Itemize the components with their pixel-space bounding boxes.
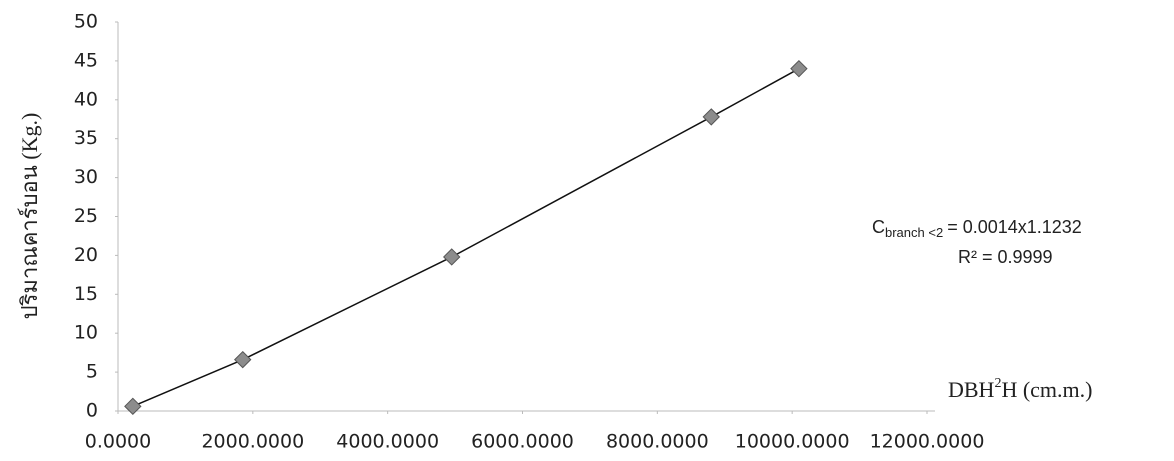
x-tick-label: 2000.0000 xyxy=(201,431,304,453)
data-point xyxy=(124,397,142,416)
eq-rest: = 0.0014x1.1232 xyxy=(947,217,1082,237)
x-tick-label: 10000.0000 xyxy=(735,431,850,453)
y-tick-label: 0 xyxy=(86,400,98,422)
y-tick-label: 5 xyxy=(86,361,98,383)
y-tick-label: 35 xyxy=(74,127,98,149)
eq-sub: branch <2 xyxy=(885,225,943,240)
y-tick-label: 50 xyxy=(74,11,98,33)
y-tick-label: 45 xyxy=(74,49,98,71)
y-tick-label: 30 xyxy=(74,166,98,188)
y-tick-label: 25 xyxy=(74,205,98,227)
x-tick-label: 8000.0000 xyxy=(606,431,709,453)
y-tick-label: 40 xyxy=(74,88,98,110)
x-title-base: DBH xyxy=(948,377,995,402)
equation: Cbranch <2 = 0.0014x1.1232 xyxy=(872,217,1082,241)
x-tick-label: 4000.0000 xyxy=(336,431,439,453)
data-point xyxy=(234,350,252,369)
y-tick-label: 10 xyxy=(74,322,98,344)
x-tick-label: 12000.0000 xyxy=(870,431,985,453)
data-point xyxy=(443,248,461,266)
x-title-rest: H (cm.m.) xyxy=(1001,377,1092,402)
x-tick-label: 0.0000 xyxy=(85,431,151,453)
x-axis-title: DBH2H (cm.m.) xyxy=(948,376,1092,402)
x-title-sup: 2 xyxy=(994,376,1001,391)
data-point xyxy=(702,108,720,126)
trend-line xyxy=(132,68,800,408)
eq-base: C xyxy=(872,217,885,237)
y-axis-title: ปริมาณคาร์บอน (Kg.) xyxy=(17,113,42,320)
r-squared: R² = 0.9999 xyxy=(958,247,1053,267)
x-tick-label: 6000.0000 xyxy=(471,431,574,453)
y-tick-label: 20 xyxy=(74,244,98,266)
data-point xyxy=(790,59,808,78)
y-tick-label: 15 xyxy=(74,283,98,305)
